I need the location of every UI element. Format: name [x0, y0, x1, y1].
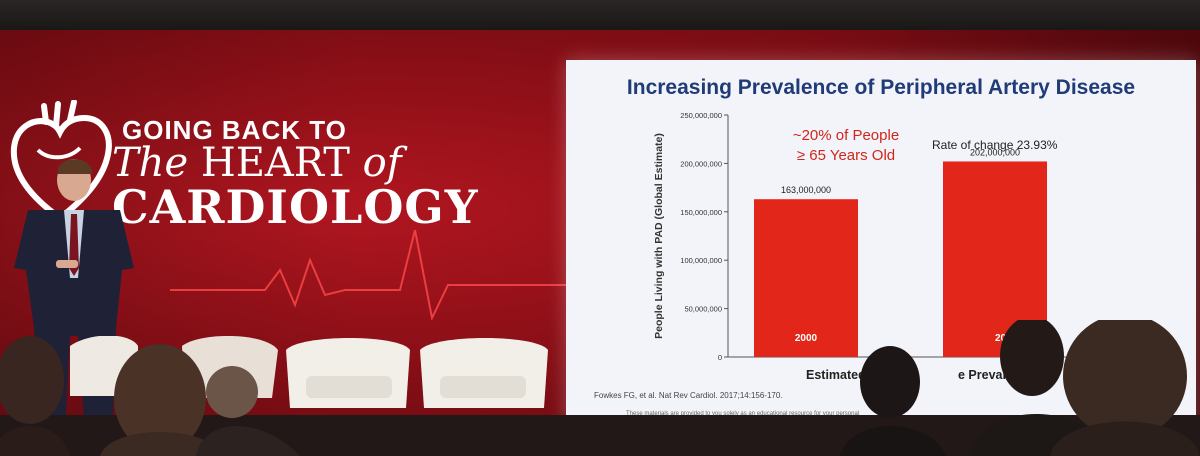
y-tick-label: 150,000,000: [680, 208, 722, 217]
age-annotation-line1: ~20% of People: [792, 127, 900, 144]
slide-title: Increasing Prevalence of Peripheral Arte…: [626, 76, 1136, 99]
logo-heart-word: HEART: [200, 140, 350, 186]
y-tick-label: 200,000,000: [680, 159, 722, 168]
logo-line-the-heart: The HEART of: [112, 140, 402, 186]
x-axis-label: Estimated: [806, 368, 866, 382]
logo-line-cardiology: CARDIOLOGY: [112, 180, 479, 234]
y-axis-label: People Living with PAD (Global Estimate): [653, 133, 665, 339]
logo-of: of: [362, 140, 402, 186]
age-annotation: ~20% of People ≥ 65 Years Old: [766, 126, 926, 166]
logo-line-going-back: GOING BACK TO: [122, 115, 347, 145]
citation: Fowkes FG, et al. Nat Rev Cardiol. 2017;…: [594, 391, 783, 400]
anatomical-heart-icon: [10, 100, 112, 222]
y-tick-label: 100,000,000: [680, 256, 722, 265]
bar-value-label: 163,000,000: [781, 185, 831, 195]
y-tick-label: 50,000,000: [684, 305, 722, 314]
ekg-line-graphic: [170, 230, 590, 320]
disclaimer: These materials are provided to you sole…: [626, 411, 860, 417]
rate-of-change-annotation: Rate of change 23.93%: [932, 138, 1058, 152]
bar: [754, 199, 858, 357]
y-tick-label: 250,000,000: [680, 111, 722, 120]
category-label: 2000: [795, 333, 818, 344]
bar-chart: 0 50,000,000 100,000,000 150,000,000 200,000…: [653, 111, 1066, 382]
y-tick-label: 0: [718, 353, 722, 362]
bar-value-label: 202,000,000: [970, 147, 1020, 157]
logo-the: The: [112, 140, 189, 186]
audience-heads: [0, 320, 1200, 456]
age-annotation-line2: ≥ 65 Years Old: [796, 147, 896, 164]
